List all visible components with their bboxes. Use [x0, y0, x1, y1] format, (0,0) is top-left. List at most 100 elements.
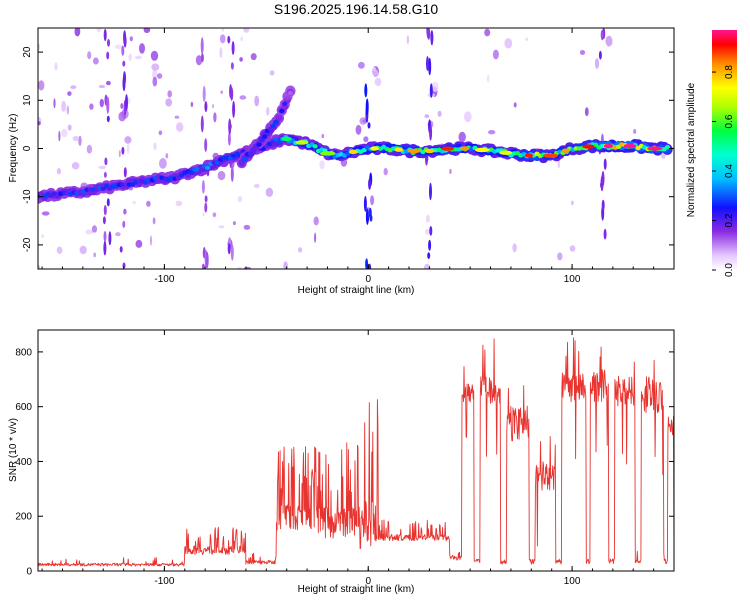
spectrogram-noise-cell: [492, 49, 499, 60]
snr-xtick-label: -100: [154, 576, 174, 587]
spectrogram-streak-cell: [364, 83, 368, 98]
spectrogram-streak-cell: [200, 115, 204, 133]
spectrogram-noise-cell: [266, 106, 270, 116]
snr-ytick-label: 400: [15, 457, 32, 468]
spectrogram-noise-cell: [219, 34, 226, 44]
spectrogram-streak-cell: [603, 158, 607, 170]
spectrogram-noise-cell: [383, 167, 388, 176]
snr-ylabel: SNR (10 * v/v): [8, 418, 19, 482]
spectrogram-streak-cell: [106, 51, 110, 60]
spectrogram-streak-cell: [430, 30, 434, 46]
spectrogram-peak-cell: [441, 146, 454, 151]
spectrogram-noise-cell: [56, 168, 62, 175]
spectrogram-noise-cell: [78, 135, 82, 146]
spectrogram-noise-cell: [53, 98, 56, 109]
spectrogram-ridge-cell: [198, 168, 204, 173]
spectrogram-streak-cell: [600, 175, 604, 192]
spectrogram-ridge-cell: [205, 165, 211, 170]
spectrogram-noise-cell: [158, 130, 163, 136]
spectrogram-streak-cell: [204, 138, 208, 152]
spectrogram-peak-cell: [348, 149, 358, 155]
spectrogram-noise-cell: [253, 183, 260, 188]
spectrogram-noise-cell: [504, 38, 513, 49]
spectrogram-ytick-label: 0: [22, 145, 33, 151]
spectrogram-peak-cell: [295, 140, 309, 145]
spectrogram-noise-cell: [437, 110, 442, 117]
spectrogram-streak-cell: [121, 146, 125, 155]
spectrogram-noise-cell: [190, 101, 194, 108]
spectrogram-noise-cell: [174, 115, 180, 119]
colorbar-gradient: [712, 30, 737, 270]
spectrogram-noise-cell: [239, 95, 247, 100]
spectrogram-noise-cell: [176, 122, 184, 132]
spectrogram-streak-cell: [427, 28, 431, 40]
spectrogram-noise-cell: [115, 232, 121, 237]
spectrogram-noise-cell: [152, 217, 156, 225]
spectrogram-streak-cell: [363, 196, 367, 212]
spectrogram-noise-cell: [605, 35, 613, 47]
spectrogram-noise-cell: [124, 136, 132, 144]
spectrogram-noise-cell: [175, 200, 183, 207]
spectrogram-xtick-label: 0: [365, 274, 371, 285]
spectrogram-noise-cell: [363, 136, 369, 143]
spectrogram-ridge-cell: [312, 144, 318, 149]
snr-panel: -100 0 100 0 200 400 600 800 Height of straight…: [8, 329, 675, 595]
spectrogram-noise-cell: [219, 47, 223, 58]
spectrogram-streak-cell: [426, 56, 429, 71]
snr-xtick-label: 100: [564, 576, 581, 587]
spectrogram-streak-cell: [228, 118, 232, 136]
spectrogram-streak-cell: [102, 216, 106, 225]
spectrogram-streak-cell: [123, 167, 127, 178]
spectrogram-noise-cell: [159, 158, 167, 169]
spectrogram-noise-cell: [150, 50, 159, 61]
spectrogram-peak-cell: [561, 148, 570, 153]
spectrogram-streak-cell: [200, 37, 204, 55]
spectrogram-streak-cell: [106, 115, 110, 123]
colorbar-tick-label: 0.2: [724, 213, 735, 227]
spectrogram-noise-cell: [374, 77, 382, 87]
spectrogram-noise-cell: [431, 81, 439, 92]
spectrogram-noise-cell: [118, 111, 126, 122]
spectrogram-streak-cell: [227, 132, 231, 146]
spectrogram-noise-cell: [449, 168, 452, 175]
spectrogram-noise-cell: [250, 53, 257, 61]
spectrogram-noise-cell: [134, 55, 142, 60]
spectrogram-noise-cell: [584, 107, 589, 117]
spectrogram-noise-cell: [114, 44, 123, 50]
spectrogram-streak-cell: [429, 226, 433, 236]
spectrogram-peak-cell: [499, 150, 513, 155]
spectrogram-streak-cell: [230, 165, 234, 182]
spectrogram-noise-cell: [355, 124, 362, 135]
spectrogram-noise-cell: [153, 142, 157, 151]
spectrogram-noise-cell: [156, 73, 163, 79]
spectrogram-noise-cell: [98, 165, 107, 170]
spectrogram-noise-cell: [61, 100, 66, 112]
spectrogram-noise-cell: [150, 235, 152, 246]
spectrogram-streak-cell: [204, 101, 208, 113]
spectrogram-noise-cell: [70, 85, 77, 90]
spectrogram-noise-cell: [512, 243, 517, 253]
spectrogram-noise-cell: [151, 63, 160, 71]
spectrogram-noise-cell: [167, 90, 172, 98]
spectrogram-noise-cell: [486, 74, 490, 83]
spectrogram-streak-cell: [367, 122, 371, 129]
spectrogram-noise-cell: [79, 245, 87, 255]
spectrogram-peak-cell: [407, 148, 421, 154]
spectrogram-noise-cell: [319, 160, 325, 170]
spectrogram-noise-cell: [425, 228, 430, 235]
spectrogram-noise-cell: [424, 114, 430, 119]
spectrogram-noise-cell: [254, 95, 260, 107]
spectrogram-streak-cell: [429, 124, 433, 141]
spectrogram-noise-cell: [123, 208, 127, 215]
spectrogram-noise-cell: [99, 98, 105, 108]
spectrogram-streak-cell: [598, 50, 602, 60]
spectrogram-streak-cell: [428, 239, 432, 251]
spectrogram-noise-cell: [71, 162, 80, 170]
spectrogram-noise-cell: [54, 62, 58, 71]
spectrogram-peak-cell: [524, 153, 534, 158]
spectrogram-noise-cell: [143, 28, 151, 33]
colorbar-label: Normalized spectral amplitude: [686, 82, 697, 217]
spectrogram-peak-cell: [623, 143, 637, 149]
spectrogram-noise-cell: [513, 102, 517, 108]
